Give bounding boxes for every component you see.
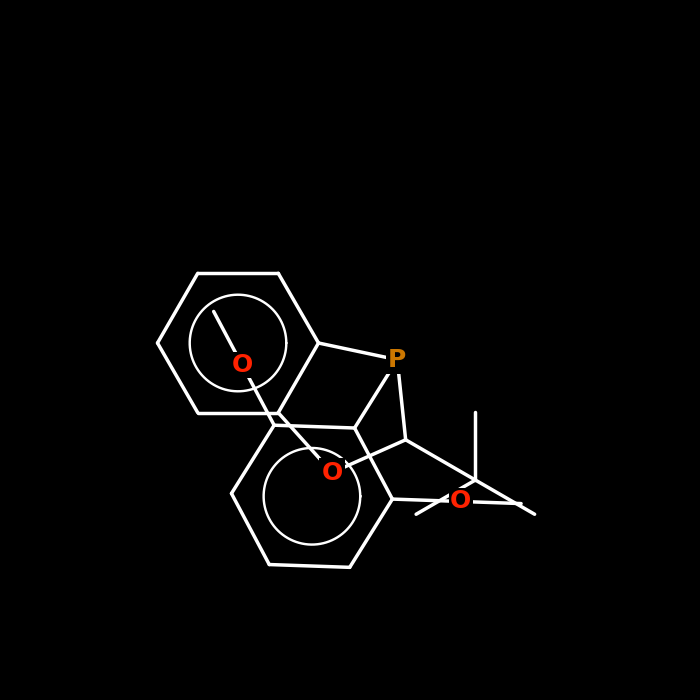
Text: O: O bbox=[450, 489, 471, 514]
Text: P: P bbox=[388, 348, 407, 372]
Text: O: O bbox=[321, 461, 343, 484]
Text: O: O bbox=[232, 353, 253, 377]
